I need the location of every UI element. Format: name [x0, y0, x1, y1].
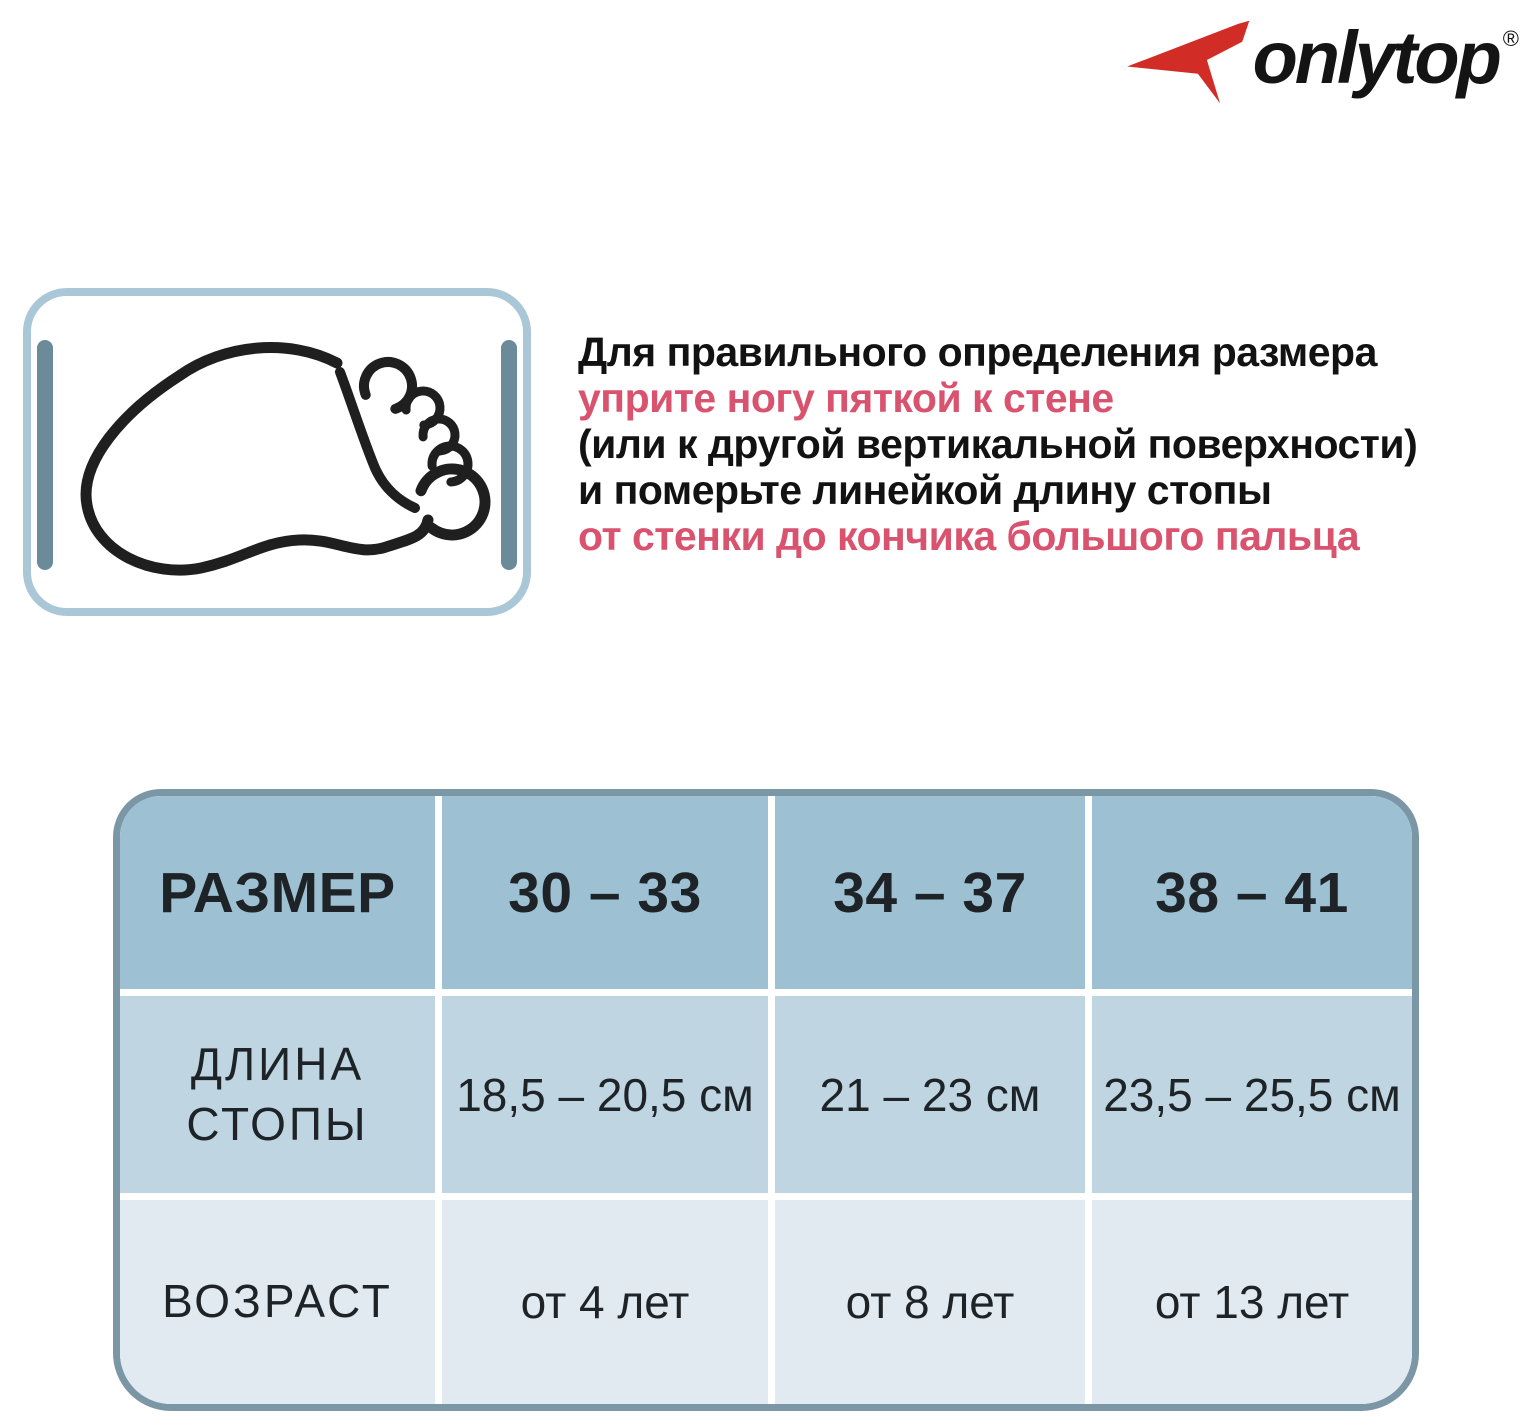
header-cell-range-34-37: 34 – 37 — [775, 796, 1085, 989]
header-cell-range-30-33: 30 – 33 — [442, 796, 768, 989]
brand-swoosh-icon — [1126, 20, 1249, 104]
foot-outline-icon — [80, 342, 491, 576]
instruction-line-5: от стенки до кончика большого пальца — [578, 513, 1360, 559]
age-value-3: от 13 лет — [1092, 1200, 1412, 1404]
measure-instructions: Для правильного определения размера упри… — [578, 329, 1418, 559]
registered-trademark: ® — [1502, 26, 1519, 51]
foot-measure-illustration — [23, 288, 531, 616]
foot-length-value-1: 18,5 – 20,5 см — [442, 996, 768, 1193]
instruction-line-3: (или к другой вертикальной поверхности) — [578, 421, 1418, 467]
row-label-foot-length-text: ДЛИНА СТОПЫ — [186, 1037, 369, 1150]
instruction-line-2: уприте ногу пяткой к стене — [578, 375, 1114, 421]
age-value-2: от 8 лет — [775, 1200, 1085, 1404]
row-label-age-text: ВОЗРАСТ — [162, 1275, 393, 1328]
header-cell-range-38-41: 38 – 41 — [1092, 796, 1412, 989]
wall-bar-left — [37, 340, 53, 570]
row-label-foot-length: ДЛИНА СТОПЫ — [120, 996, 435, 1193]
size-table: РАЗМЕР 30 – 33 34 – 37 38 – 41 ДЛИНА СТО… — [113, 789, 1419, 1411]
instruction-line-4: и померьте линейкой длину стопы — [578, 467, 1272, 513]
header-cell-size-label: РАЗМЕР — [120, 796, 435, 989]
instruction-line-1: Для правильного определения размера — [578, 329, 1377, 375]
foot-length-value-2: 21 – 23 см — [775, 996, 1085, 1193]
wall-bar-right — [501, 340, 517, 570]
foot-length-value-3: 23,5 – 25,5 см — [1092, 996, 1412, 1193]
brand-logo: onlytop ® — [1125, 8, 1519, 108]
row-label-age: ВОЗРАСТ — [120, 1200, 435, 1404]
brand-name: onlytop — [1252, 16, 1502, 99]
age-value-1: от 4 лет — [442, 1200, 768, 1404]
